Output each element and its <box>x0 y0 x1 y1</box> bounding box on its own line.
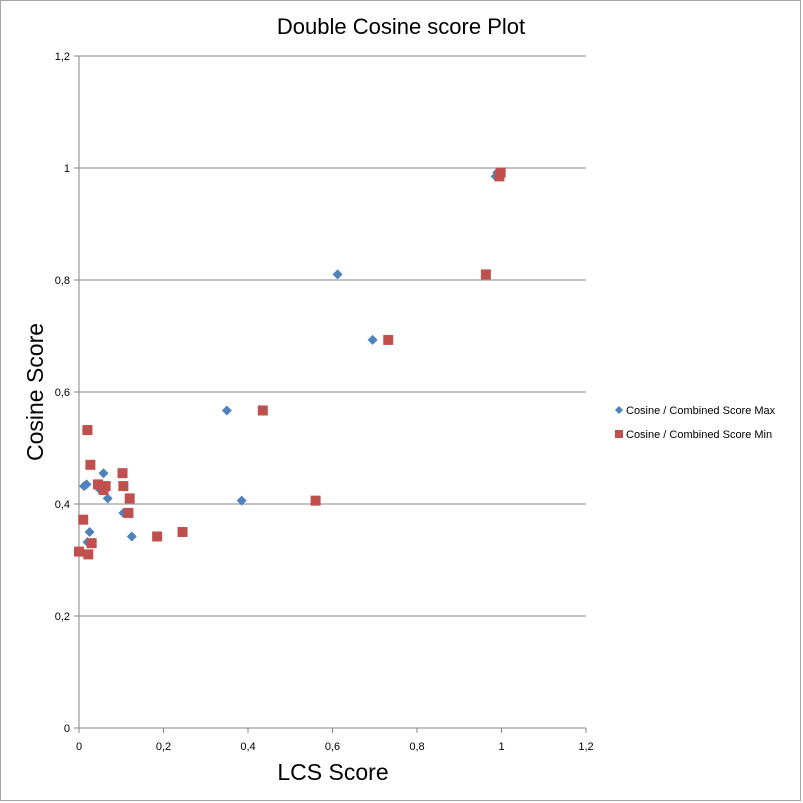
gridlines <box>79 55 586 617</box>
min-point <box>124 493 135 504</box>
min-point <box>78 514 89 525</box>
max-point <box>236 495 247 506</box>
min-point <box>123 507 134 518</box>
x-tick-label: 1,2 <box>578 741 593 753</box>
min-point <box>117 468 128 479</box>
min-point <box>118 481 129 492</box>
max-point <box>84 527 95 537</box>
x-tick-label: 0 <box>76 741 82 753</box>
max-point <box>221 405 232 416</box>
min-point <box>83 549 94 560</box>
y-axis-title: Cosine Score <box>22 323 48 461</box>
min-point <box>98 485 109 495</box>
legend-diamond-marker <box>615 406 623 414</box>
y-tick-label: 1 <box>64 163 70 175</box>
min-point <box>93 479 104 490</box>
series-1 <box>76 167 503 557</box>
tick-labels: 0 0,2 0,4 0,6 0,8 1 1,2 0 0,2 0,4 0,6 0,8 1 1,2 <box>55 51 594 753</box>
legend-item: Cosine / Combined Score Max <box>615 405 776 417</box>
y-tick-label: 0,8 <box>55 275 70 287</box>
min-point <box>495 167 506 178</box>
x-axis-title: LCS Score <box>277 759 388 785</box>
min-point <box>152 531 163 542</box>
min-point <box>82 425 93 436</box>
y-tick-label: 0,4 <box>55 499 70 511</box>
legend-label: Cosine / Combined Score Min <box>626 429 772 441</box>
min-point <box>383 334 394 345</box>
min-point <box>480 269 491 280</box>
max-point <box>332 269 343 280</box>
max-point <box>81 479 92 490</box>
y-tick-label: 0 <box>64 723 70 735</box>
x-tick-label: 0,2 <box>156 741 171 753</box>
legend-label: Cosine / Combined Score Max <box>626 405 776 417</box>
max-point <box>126 531 137 542</box>
max-point <box>367 334 378 345</box>
legend-item: Cosine / Combined Score Min <box>615 429 772 441</box>
y-tick-label: 0,2 <box>55 611 70 623</box>
data-points <box>74 167 506 560</box>
min-point <box>177 527 188 537</box>
min-point <box>74 546 84 557</box>
x-tick-label: 0,8 <box>409 741 424 753</box>
min-point <box>257 405 268 416</box>
series-2 <box>74 167 506 560</box>
x-tick-label: 0,4 <box>240 741 255 753</box>
chart-title: Double Cosine score Plot <box>277 14 525 39</box>
x-tick-label: 1 <box>498 741 504 753</box>
legend-square-marker <box>615 430 623 438</box>
x-tick-label: 0,6 <box>325 741 340 753</box>
axes <box>74 55 587 733</box>
y-tick-label: 1,2 <box>55 51 70 63</box>
max-point <box>102 493 113 504</box>
min-point <box>85 459 96 470</box>
min-point <box>86 538 97 549</box>
y-tick-label: 0,6 <box>55 387 70 399</box>
max-point <box>98 468 109 479</box>
min-point <box>310 495 321 506</box>
legend: Cosine / Combined Score Max Cosine / Comb… <box>615 405 776 441</box>
